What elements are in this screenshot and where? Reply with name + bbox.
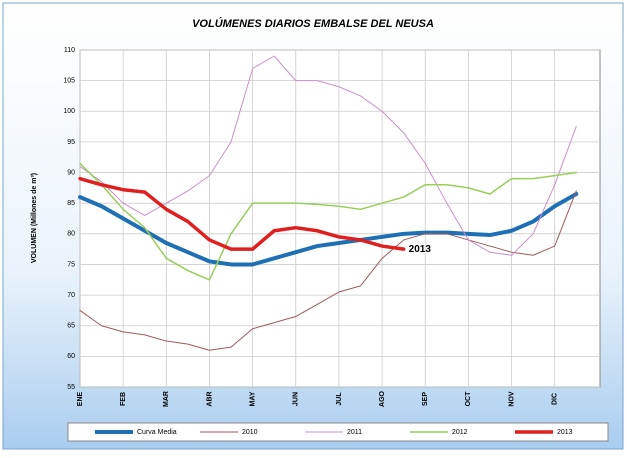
x-tick-label: NOV [508, 391, 515, 407]
x-tick-label: DIC [552, 393, 559, 405]
y-tick-label: 65 [67, 323, 75, 330]
series-line [78, 176, 406, 251]
x-tick-label: SEP [422, 392, 429, 406]
x-tick-label: JUL [336, 392, 343, 406]
y-tick-label: 110 [64, 47, 75, 54]
y-tick-label: 80 [67, 231, 75, 238]
series-line [78, 191, 579, 267]
x-tick-label: MAR [163, 391, 170, 407]
series-line [79, 190, 577, 351]
x-tick-label: FEB [120, 392, 127, 406]
y-tick-label: 70 [67, 292, 75, 299]
y-tick-label: 85 [67, 200, 75, 207]
legend-label: 2011 [347, 429, 362, 436]
x-tick-label: MAY [249, 391, 256, 406]
x-tick-label: ENE [77, 391, 84, 406]
legend-label: 2013 [557, 429, 573, 436]
x-tick-label: AGO [379, 390, 386, 407]
series-line [79, 162, 578, 281]
y-tick-label: 60 [67, 353, 75, 360]
end-label: 2013 [409, 244, 432, 255]
y-tick-label: 105 [63, 77, 75, 84]
x-tick-label: JUN [293, 392, 300, 406]
plot-area [79, 49, 601, 388]
y-tick-label: 75 [67, 261, 75, 268]
y-tick-label: 55 [67, 384, 75, 391]
x-tick-label: ABR [206, 391, 213, 406]
legend-label: Curva Media [137, 429, 177, 436]
legend-label: 2010 [242, 429, 258, 436]
y-tick-label: 100 [63, 108, 75, 115]
x-tick-label: OCT [465, 391, 472, 407]
y-tick-label: 90 [67, 169, 75, 176]
y-axis-label: VOLUMEN (Millones de m³) [31, 173, 38, 263]
y-tick-label: 95 [67, 139, 75, 146]
chart-title: VOLÚMENES DIARIOS EMBALSE DEL NEUSA [192, 17, 434, 30]
legend-label: 2012 [452, 429, 468, 436]
